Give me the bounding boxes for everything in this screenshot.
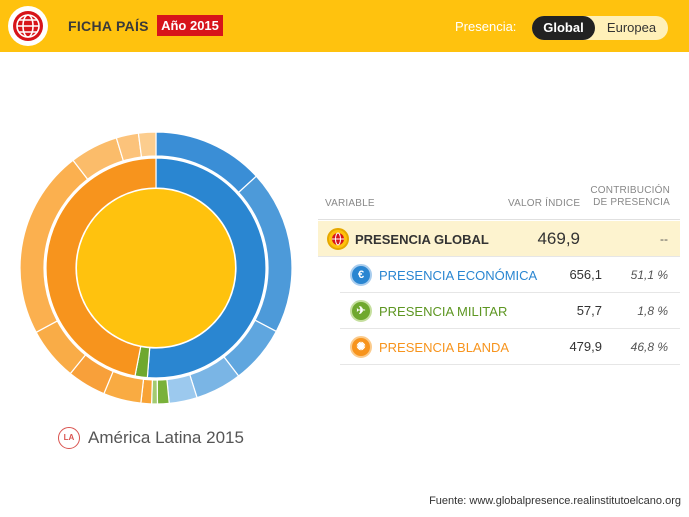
top-bar: FICHA PAÍS Año 2015 Presencia: Global Eu… — [0, 0, 689, 52]
table-row-blanda[interactable]: ✺ PRESENCIA BLANDA 479,9 46,8 % — [340, 329, 680, 365]
table-row-militar[interactable]: ✈ PRESENCIA MILITAR 57,7 1,8 % — [340, 293, 680, 329]
row-value: 57,7 — [576, 303, 602, 318]
row-name: PRESENCIA GLOBAL — [355, 232, 489, 247]
source-footnote: Fuente: www.globalpresence.realinstituto… — [429, 495, 681, 507]
toggle-global-option[interactable]: Global — [532, 16, 595, 40]
presence-label: Presencia: — [455, 19, 517, 34]
header-value: VALOR ÍNDICE — [508, 198, 581, 209]
row-contribution: -- — [660, 232, 668, 246]
inner-ring-slice-2[interactable] — [45, 157, 157, 377]
row-value: 656,1 — [569, 267, 602, 282]
row-name[interactable]: PRESENCIA ECONÓMICA — [379, 268, 538, 283]
globe-logo-icon[interactable] — [8, 6, 48, 46]
page-title: FICHA PAÍS — [68, 18, 149, 34]
inner-ring-slice-0[interactable] — [146, 157, 267, 379]
region-label: América Latina 2015 — [88, 428, 244, 447]
year-badge[interactable]: Año 2015 — [157, 15, 223, 36]
header-variable: VARIABLE — [325, 198, 375, 209]
row-name[interactable]: PRESENCIA BLANDA — [379, 340, 510, 355]
row-contribution: 46,8 % — [630, 340, 668, 354]
culture-icon: ✺ — [350, 336, 372, 358]
presence-toggle[interactable]: Global Europea — [532, 16, 668, 40]
presence-donut-chart — [18, 130, 294, 406]
row-value: 479,9 — [569, 339, 602, 354]
row-contribution: 51,1 % — [630, 268, 668, 282]
table-row-economica[interactable]: € PRESENCIA ECONÓMICA 656,1 51,1 % — [340, 257, 680, 293]
outer-ring-slice-14[interactable] — [137, 131, 157, 158]
row-contribution: 1,8 % — [637, 304, 668, 318]
row-name[interactable]: PRESENCIA MILITAR — [379, 304, 508, 319]
globe-icon — [327, 228, 349, 250]
header-contribution: CONTRIBUCIÓN DE PRESENCIA — [590, 185, 670, 208]
table-header: VARIABLE VALOR ÍNDICE CONTRIBUCIÓN DE PR… — [318, 180, 680, 220]
outer-ring-slice-5[interactable] — [156, 378, 170, 405]
euro-icon: € — [350, 264, 372, 286]
donut-center — [77, 189, 235, 347]
jet-icon: ✈ — [350, 300, 372, 322]
region-badge-icon: LA — [58, 427, 80, 449]
row-value: 469,9 — [537, 229, 580, 248]
presence-table: VARIABLE VALOR ÍNDICE CONTRIBUCIÓN DE PR… — [318, 180, 680, 365]
table-row-global[interactable]: PRESENCIA GLOBAL 469,9 -- — [318, 221, 680, 257]
toggle-europea-option[interactable]: Europea — [606, 20, 657, 35]
